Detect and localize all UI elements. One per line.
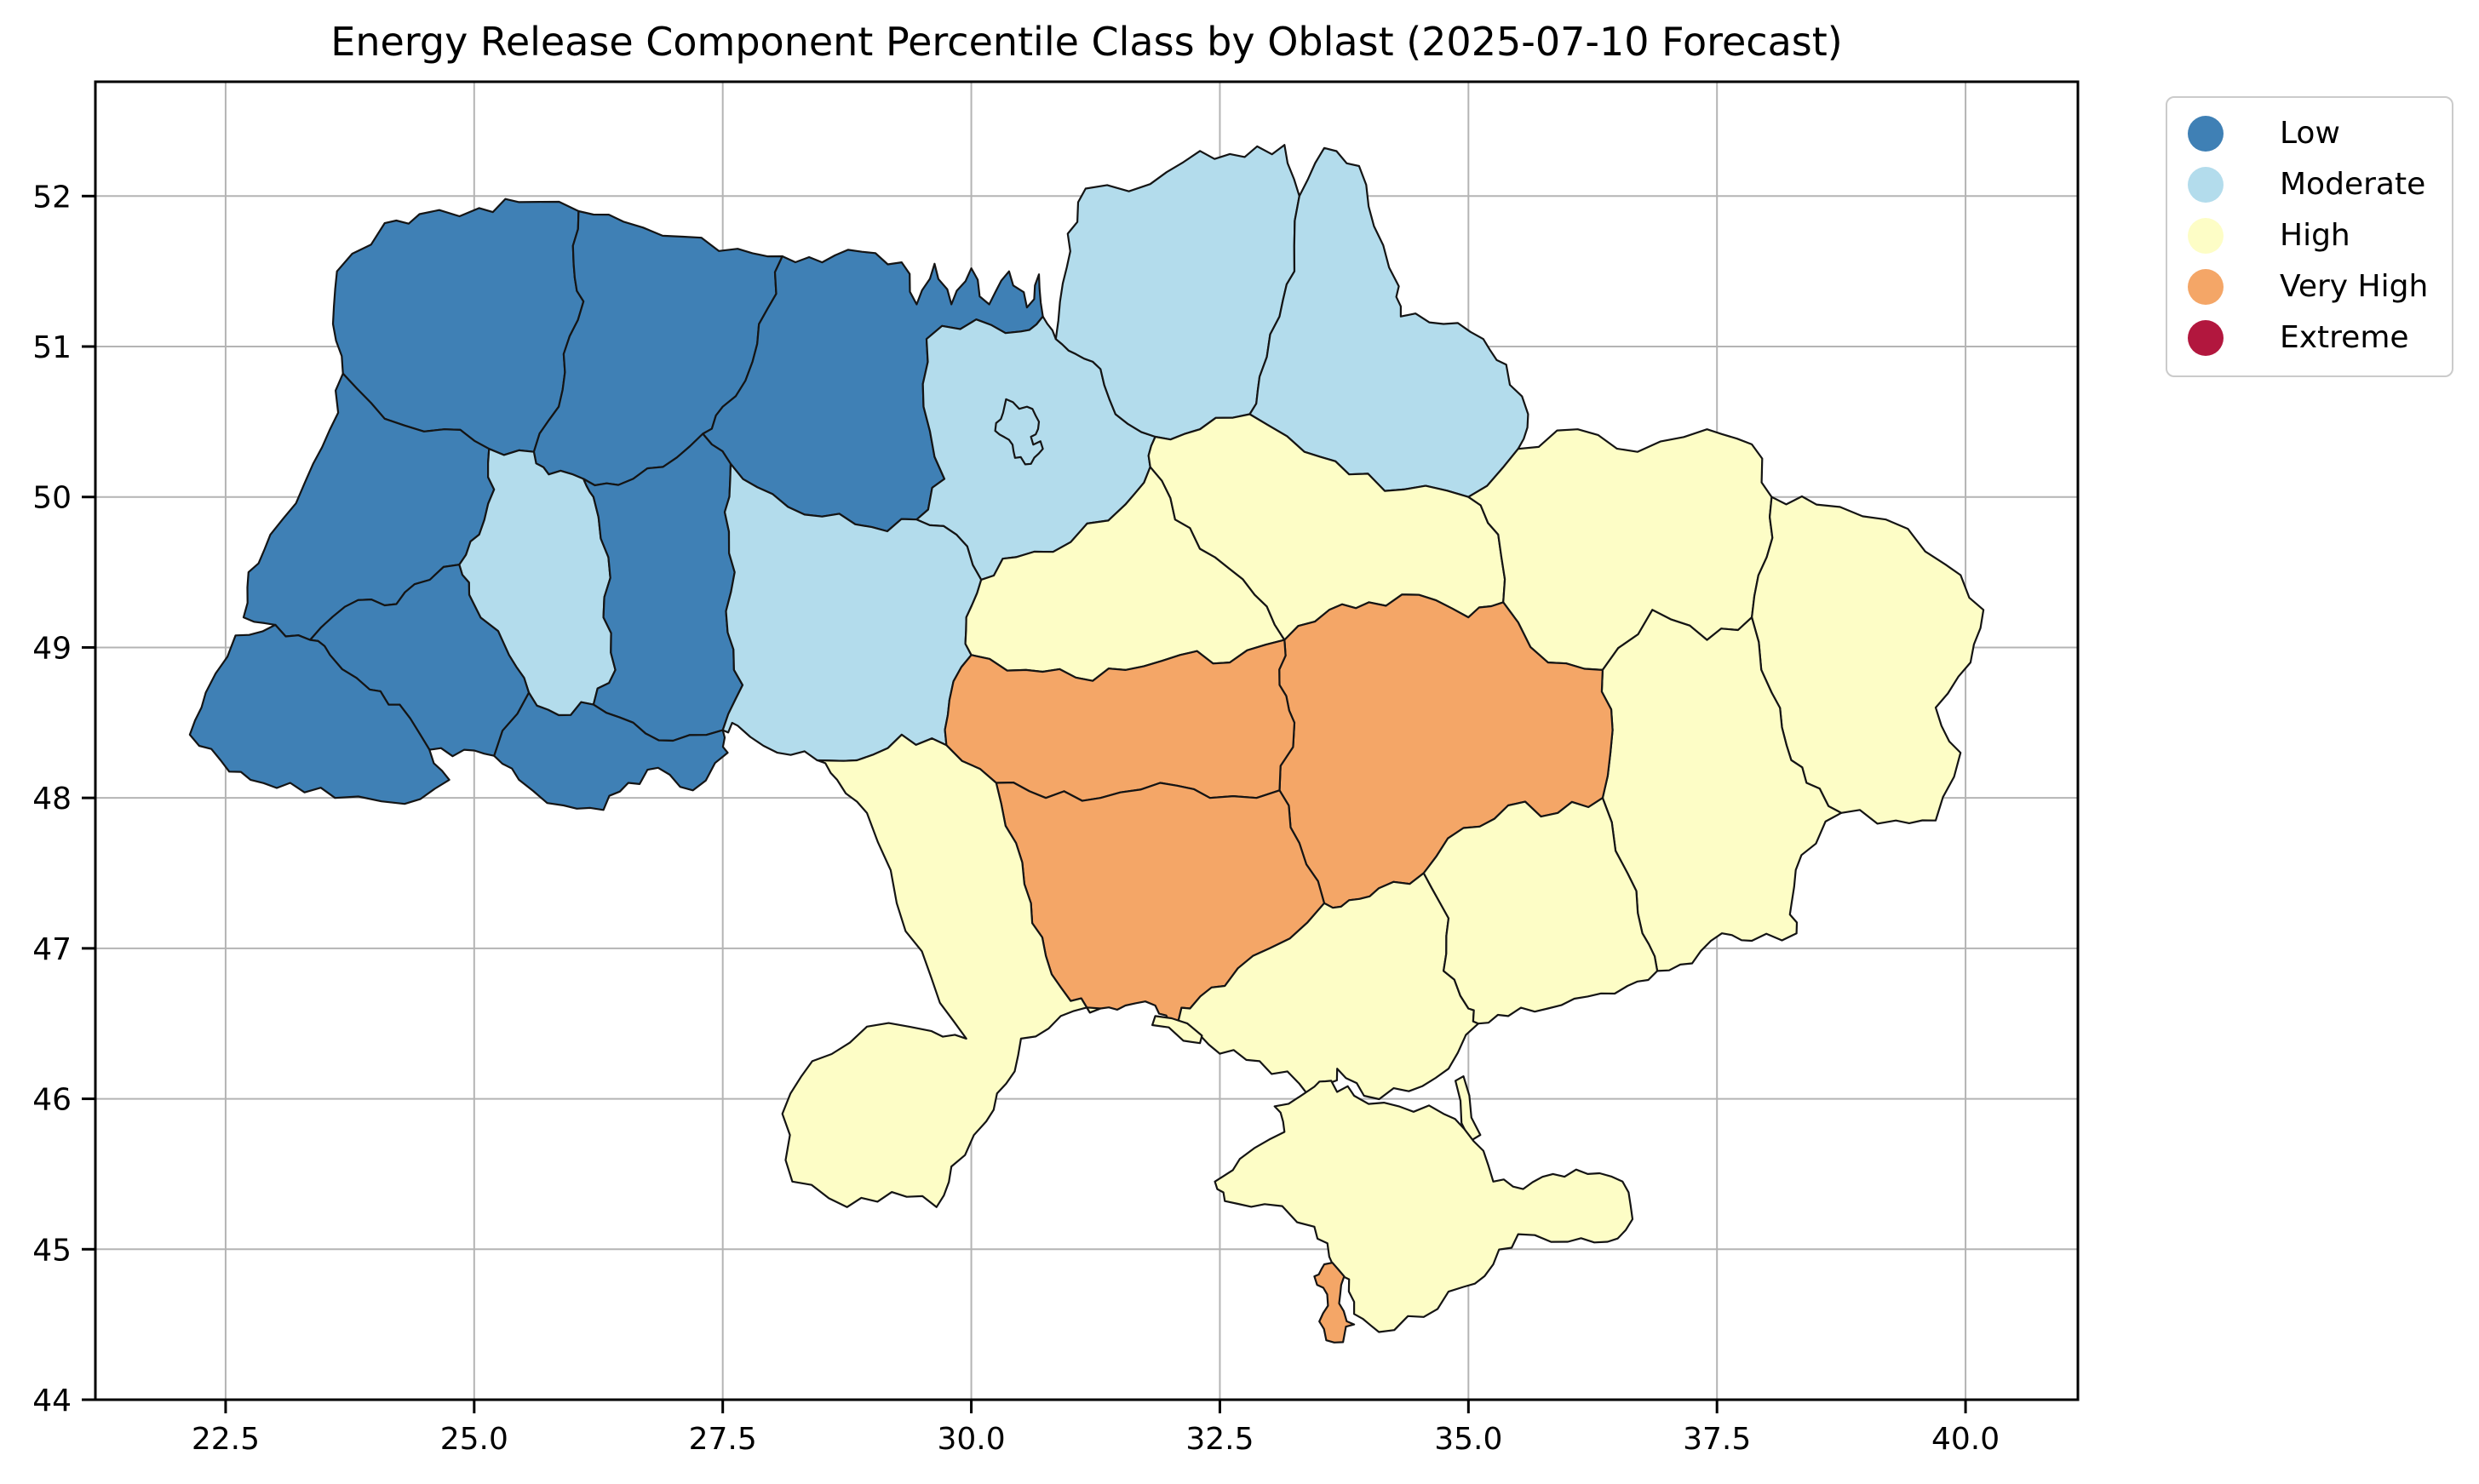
y-tick-label: 50 <box>32 481 72 516</box>
y-tick-label: 52 <box>32 180 72 215</box>
chart-title: Energy Release Component Percentile Clas… <box>330 19 1843 65</box>
y-tick-label: 51 <box>32 330 72 365</box>
y-tick-label: 49 <box>32 631 72 666</box>
legend-swatch-low <box>2188 116 2224 152</box>
region-arabat-spit <box>1455 1075 1482 1143</box>
legend-item-high: High <box>2188 210 2452 261</box>
y-tick-label: 47 <box>32 932 72 967</box>
legend-label-low: Low <box>2280 116 2340 151</box>
legend-swatch-extreme <box>2188 320 2224 356</box>
region-zakarpattia <box>188 623 450 805</box>
x-tick-label: 22.5 <box>192 1422 260 1457</box>
x-tick-label: 32.5 <box>1185 1422 1254 1457</box>
y-tick-label: 48 <box>32 782 72 816</box>
y-tick-label: 45 <box>32 1233 72 1268</box>
legend-label-extreme: Extreme <box>2280 320 2409 355</box>
x-tick-label: 30.0 <box>937 1422 1005 1457</box>
y-tick-label: 46 <box>32 1083 72 1118</box>
x-tick-label: 37.5 <box>1683 1422 1751 1457</box>
legend-label-very-high: Very High <box>2280 269 2429 304</box>
legend-item-very-high: Very High <box>2188 261 2452 312</box>
region-sevastopol <box>1313 1262 1356 1344</box>
x-tick-label: 35.0 <box>1434 1422 1502 1457</box>
legend-item-low: Low <box>2188 108 2452 159</box>
x-tick-label: 25.0 <box>440 1422 508 1457</box>
legend-swatch-moderate <box>2188 167 2224 203</box>
region-kinburn-spit <box>1151 1015 1203 1045</box>
legend-swatch-very-high <box>2188 269 2224 305</box>
axes-frame <box>82 80 2080 1413</box>
plot-frame <box>94 80 2080 1401</box>
legend-item-moderate: Moderate <box>2188 159 2452 210</box>
region-kyiv-city <box>994 398 1044 466</box>
region-chernivtsi <box>493 691 729 811</box>
regions <box>188 144 1985 1344</box>
region-crimea <box>1214 1080 1634 1333</box>
tick-labels: 22.5 25.0 27.5 30.0 32.5 35.0 37.5 40.0 44 45 46 47… <box>32 180 2000 1457</box>
region-zaporizhzhia <box>1422 797 1659 1025</box>
legend-swatch-high <box>2188 218 2224 254</box>
region-odesa <box>781 733 1102 1208</box>
legend-label-moderate: Moderate <box>2280 167 2426 202</box>
legend: Low Moderate High Very High Extreme <box>2166 96 2453 377</box>
x-tick-label: 27.5 <box>689 1422 757 1457</box>
x-tick-label: 40.0 <box>1931 1422 2000 1457</box>
region-sumy <box>1248 146 1529 498</box>
legend-label-high: High <box>2280 218 2350 253</box>
legend-item-extreme: Extreme <box>2188 312 2452 364</box>
y-tick-label: 44 <box>32 1384 72 1418</box>
